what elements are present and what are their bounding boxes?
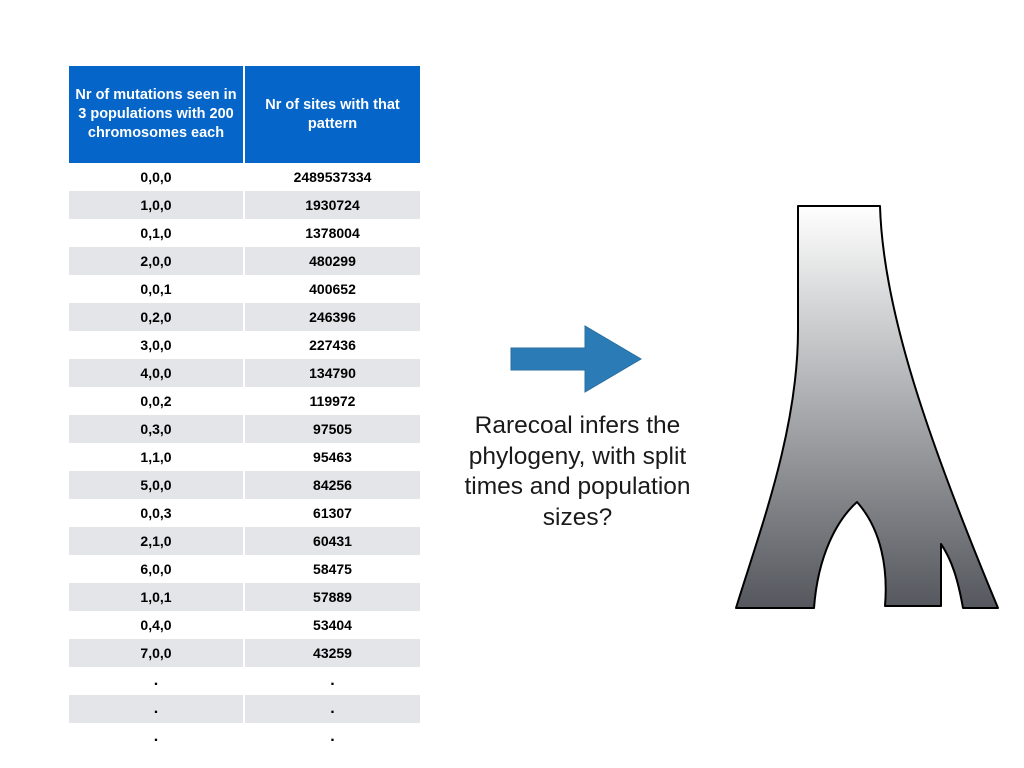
mutation-pattern-cell: 0,0,3 xyxy=(69,499,244,527)
mutation-pattern-cell: 0,2,0 xyxy=(69,303,244,331)
table-row: 1,0,1 57889 xyxy=(69,583,420,611)
mutation-pattern-table: Nr of mutations seen in 3 populations wi… xyxy=(69,66,420,751)
table-row: 0,0,3 61307 xyxy=(69,499,420,527)
mutation-pattern-cell: 1,0,1 xyxy=(69,583,244,611)
mutation-pattern-cell: 7,0,0 xyxy=(69,639,244,667)
site-count-cell: 84256 xyxy=(243,471,420,499)
mutation-pattern-cell: . xyxy=(69,667,244,695)
mutation-pattern-cell: 0,4,0 xyxy=(69,611,244,639)
site-count-cell: 400652 xyxy=(243,275,420,303)
mutation-pattern-cell: 0,0,2 xyxy=(69,387,244,415)
site-count-cell: 1378004 xyxy=(243,219,420,247)
table-row: .. xyxy=(69,667,420,695)
table-row: .. xyxy=(69,695,420,723)
header-mutation-pattern: Nr of mutations seen in 3 populations wi… xyxy=(69,66,244,163)
site-count-cell: 2489537334 xyxy=(243,163,420,191)
site-count-cell: 227436 xyxy=(243,331,420,359)
site-count-cell: 246396 xyxy=(243,303,420,331)
table-row: 7,0,0 43259 xyxy=(69,639,420,667)
mutation-pattern-cell: 1,0,0 xyxy=(69,191,244,219)
mutation-pattern-cell: 0,3,0 xyxy=(69,415,244,443)
site-count-cell: 97505 xyxy=(243,415,420,443)
table-row: 0,0,2 119972 xyxy=(69,387,420,415)
mutation-pattern-cell: . xyxy=(69,695,244,723)
table-row: 0,3,0 97505 xyxy=(69,415,420,443)
table-row: 0,0,0 2489537334 xyxy=(69,163,420,191)
table-row: 2,0,0 480299 xyxy=(69,247,420,275)
site-count-cell: 119972 xyxy=(243,387,420,415)
table-row: 6,0,0 58475 xyxy=(69,555,420,583)
mutation-pattern-cell: 3,0,0 xyxy=(69,331,244,359)
mutation-pattern-cell: 0,1,0 xyxy=(69,219,244,247)
table-row: 4,0,0 134790 xyxy=(69,359,420,387)
mutation-pattern-cell: 0,0,1 xyxy=(69,275,244,303)
site-count-cell: 1930724 xyxy=(243,191,420,219)
table-row: 0,1,0 1378004 xyxy=(69,219,420,247)
mutation-pattern-cell: 2,1,0 xyxy=(69,527,244,555)
site-count-cell: . xyxy=(243,667,420,695)
caption-text: Rarecoal infers the phylogeny, with spli… xyxy=(464,412,691,531)
table-row: 1,0,0 1930724 xyxy=(69,191,420,219)
site-count-cell: 57889 xyxy=(243,583,420,611)
header-site-count: Nr of sites with that pattern xyxy=(243,66,420,163)
site-count-cell: 60431 xyxy=(243,527,420,555)
site-count-cell: 95463 xyxy=(243,443,420,471)
table-row: 2,1,0 60431 xyxy=(69,527,420,555)
table-row: 1,1,0 95463 xyxy=(69,443,420,471)
mutation-pattern-cell: 6,0,0 xyxy=(69,555,244,583)
right-arrow-icon xyxy=(510,325,642,393)
mutation-pattern-cell: 2,0,0 xyxy=(69,247,244,275)
mutation-pattern-cell: 4,0,0 xyxy=(69,359,244,387)
table-row: 5,0,0 84256 xyxy=(69,471,420,499)
tree-outline xyxy=(735,205,999,609)
site-count-cell: . xyxy=(243,695,420,723)
site-count-cell: 61307 xyxy=(243,499,420,527)
table-row: 3,0,0 227436 xyxy=(69,331,420,359)
table-row: 0,4,0 53404 xyxy=(69,611,420,639)
site-count-cell: 58475 xyxy=(243,555,420,583)
site-count-cell: 134790 xyxy=(243,359,420,387)
mutation-pattern-cell: 0,0,0 xyxy=(69,163,244,191)
mutation-pattern-cell: 5,0,0 xyxy=(69,471,244,499)
site-count-cell: . xyxy=(243,723,420,751)
table-header-row: Nr of mutations seen in 3 populations wi… xyxy=(69,66,420,163)
site-count-cell: 480299 xyxy=(243,247,420,275)
phylogeny-tree-shape xyxy=(735,205,999,609)
table-row: .. xyxy=(69,723,420,751)
site-count-cell: 43259 xyxy=(243,639,420,667)
site-count-cell: 53404 xyxy=(243,611,420,639)
mutation-pattern-cell: 1,1,0 xyxy=(69,443,244,471)
table-row: 0,2,0 246396 xyxy=(69,303,420,331)
table-row: 0,0,1 400652 xyxy=(69,275,420,303)
mutation-pattern-cell: . xyxy=(69,723,244,751)
